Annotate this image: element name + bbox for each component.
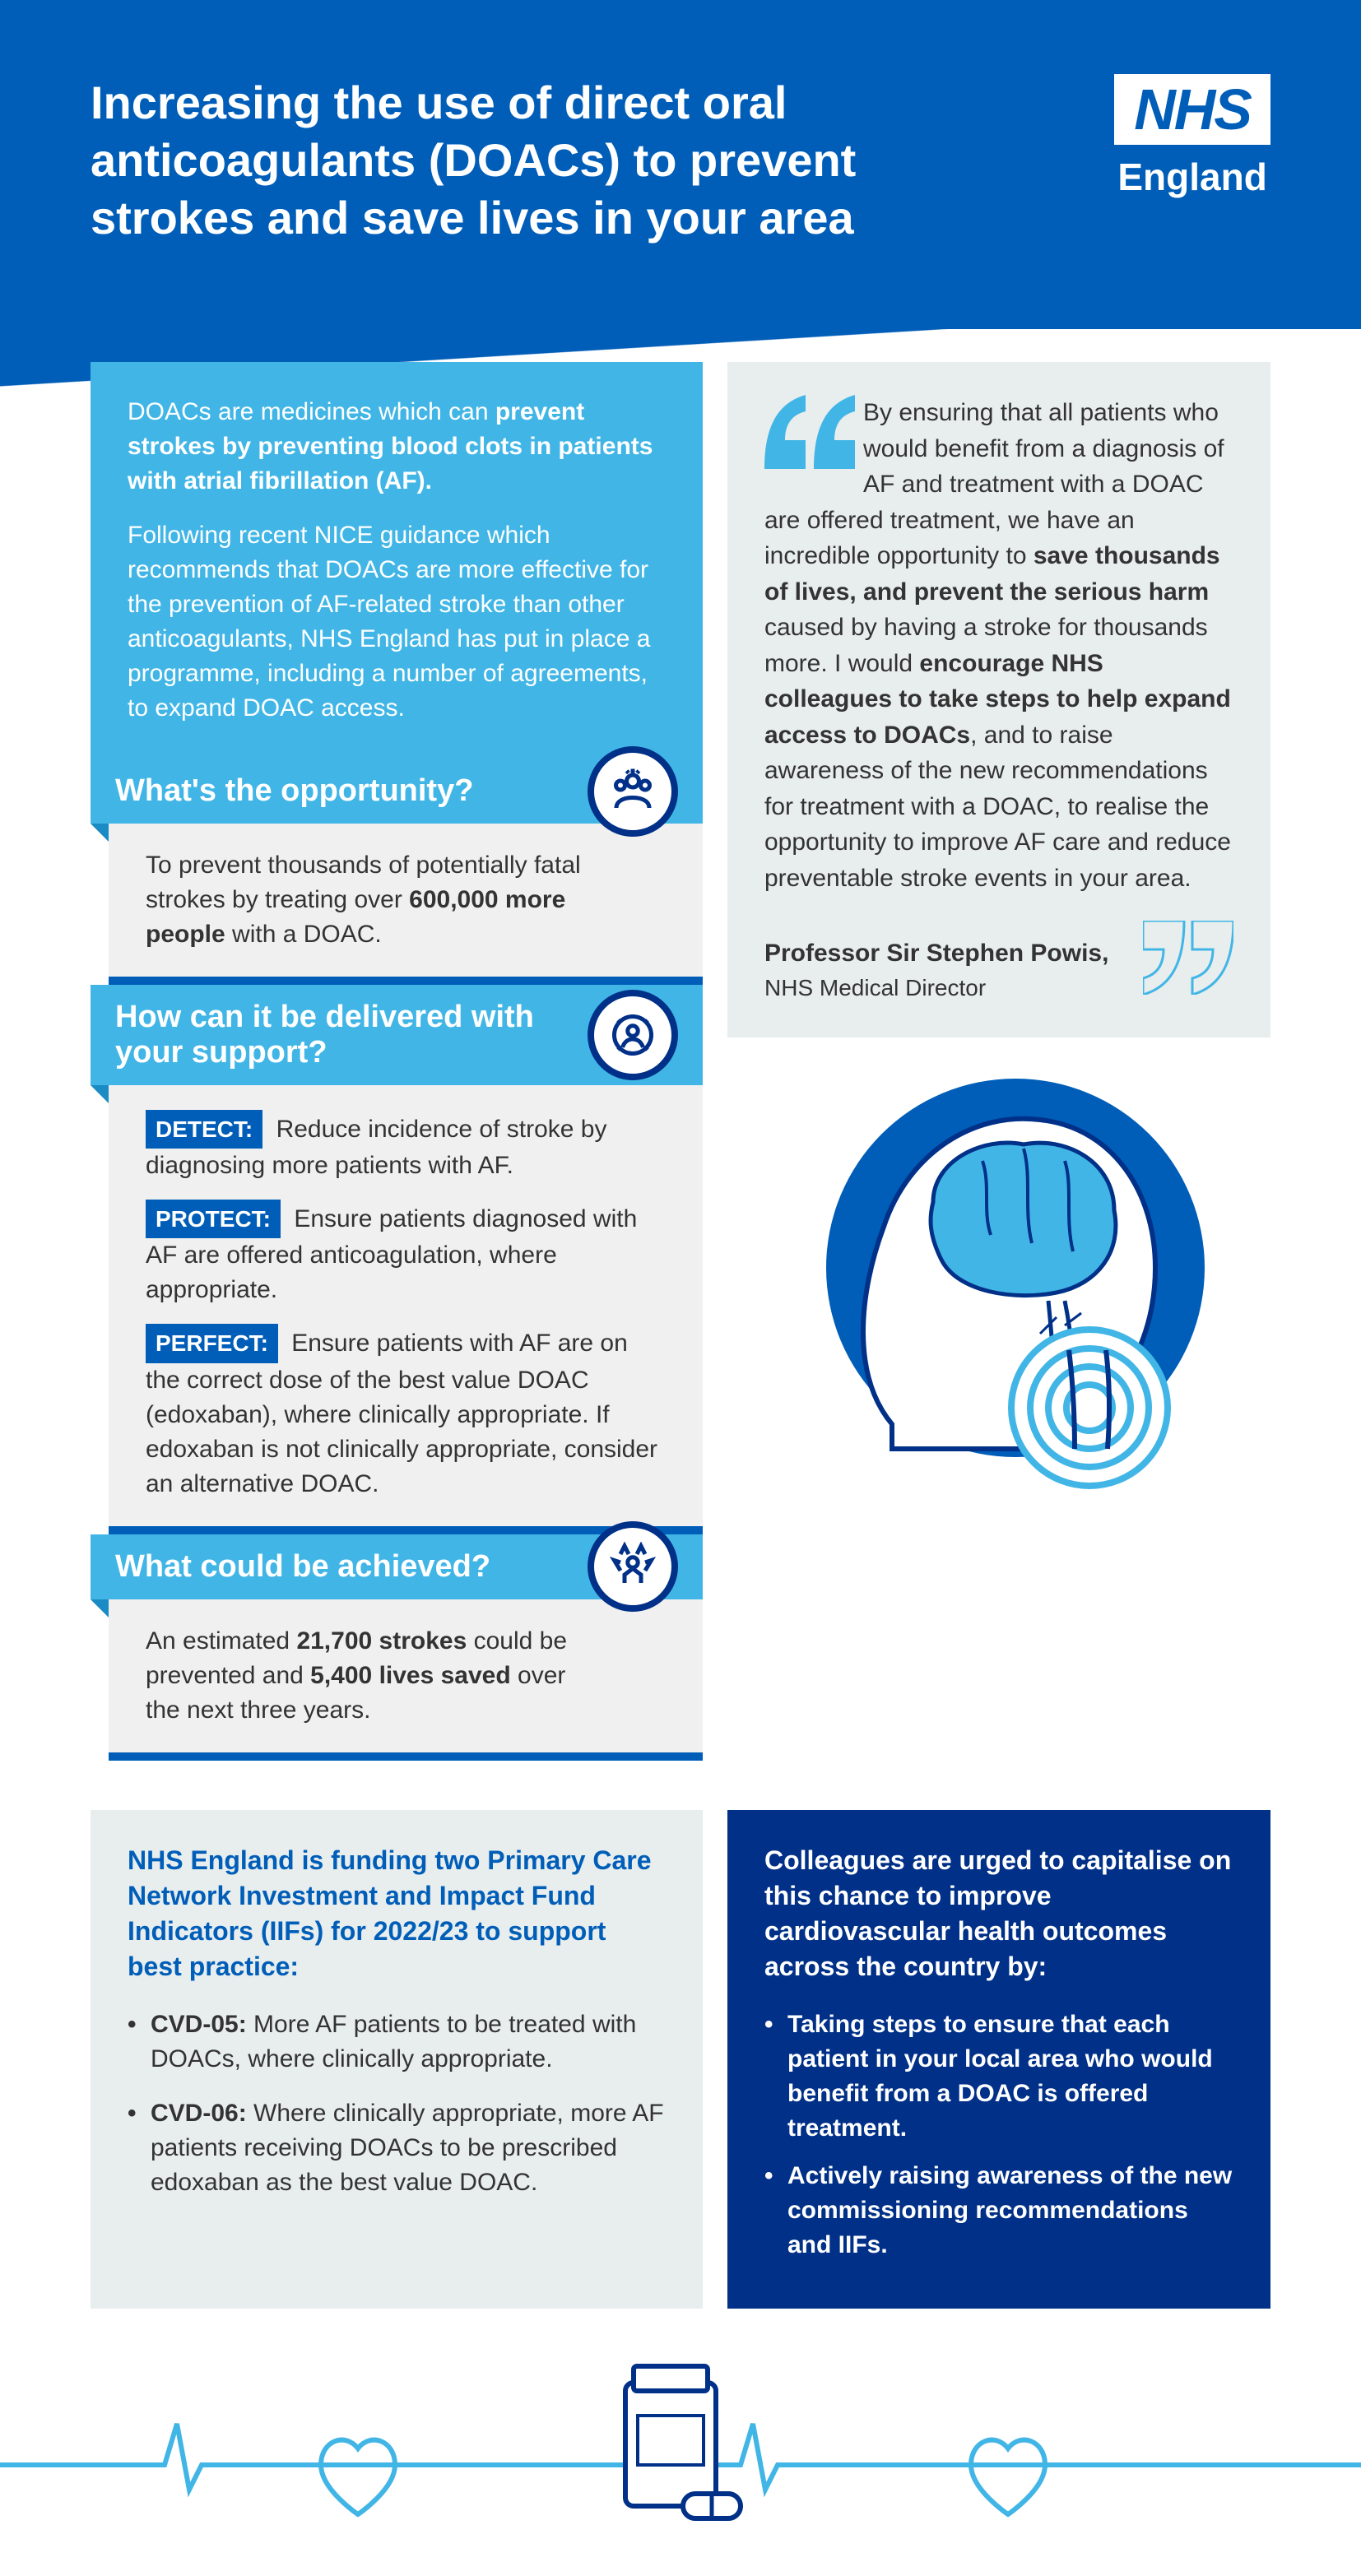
quote-open-icon xyxy=(764,395,855,480)
intro-paragraph-1: DOACs are medicines which can prevent st… xyxy=(128,395,666,499)
notch-decoration xyxy=(91,1085,109,1103)
funding-title: NHS England is funding two Primary Care … xyxy=(128,1843,666,1985)
section-title-opportunity: What's the opportunity? xyxy=(91,759,703,824)
colleagues-box: Colleagues are urged to capitalise on th… xyxy=(727,1810,1270,2309)
right-column: By ensuring that all patients who would … xyxy=(727,362,1270,1761)
deliver-item-protect: PROTECT: Ensure patients diagnosed with … xyxy=(146,1200,666,1307)
section-body-deliver: DETECT: Reduce incidence of stroke by di… xyxy=(109,1085,703,1534)
deliver-item-perfect: PERFECT: Ensure patients with AF are on … xyxy=(146,1324,666,1501)
section-title-deliver: How can it be delivered with your suppor… xyxy=(91,985,703,1085)
left-column: DOACs are medicines which can prevent st… xyxy=(91,362,703,1761)
funding-item-cvd05: CVD-05: More AF patients to be treated w… xyxy=(128,2007,666,2077)
intro-paragraph-2: Following recent NICE guidance which rec… xyxy=(128,518,666,726)
nhs-logo-badge: NHS xyxy=(1114,74,1270,145)
notch-decoration xyxy=(91,824,109,842)
section-title-achieve: What could be achieved? xyxy=(91,1534,703,1599)
pill-bottle-icon xyxy=(625,2366,741,2518)
funding-box: NHS England is funding two Primary Care … xyxy=(91,1810,703,2309)
bottom-section: NHS England is funding two Primary Care … xyxy=(0,1785,1361,2309)
deliver-item-detect: DETECT: Reduce incidence of stroke by di… xyxy=(146,1110,666,1183)
infographic-page: Increasing the use of direct oral antico… xyxy=(0,0,1361,2576)
quote-close-icon xyxy=(1143,921,1233,1005)
notch-decoration xyxy=(91,1599,109,1618)
gear-person-icon xyxy=(588,990,678,1080)
header: Increasing the use of direct oral antico… xyxy=(0,0,1361,329)
quote-box: By ensuring that all patients who would … xyxy=(727,362,1270,1037)
colleagues-item-1: Taking steps to ensure that each patient… xyxy=(764,2007,1233,2146)
funding-list: CVD-05: More AF patients to be treated w… xyxy=(128,2007,666,2200)
section-body-opportunity: To prevent thousands of potentially fata… xyxy=(109,824,703,985)
page-title: Increasing the use of direct oral antico… xyxy=(91,74,955,247)
brain-illustration xyxy=(727,1062,1270,1490)
funding-item-cvd06: CVD-06: Where clinically appropriate, mo… xyxy=(128,2096,666,2200)
person-arrows-up-icon xyxy=(588,1521,678,1612)
colleagues-item-2: Actively raising awareness of the new co… xyxy=(764,2159,1233,2263)
footer-decoration xyxy=(0,2342,1361,2576)
nhs-logo: NHS England xyxy=(1114,74,1270,199)
colleagues-title: Colleagues are urged to capitalise on th… xyxy=(764,1843,1233,1985)
colleagues-list: Taking steps to ensure that each patient… xyxy=(764,2007,1233,2263)
people-icon xyxy=(588,746,678,837)
main-content: DOACs are medicines which can prevent st… xyxy=(0,362,1361,1761)
section-body-achieve: An estimated 21,700 strokes could be pre… xyxy=(109,1599,703,1761)
nhs-logo-subtext: England xyxy=(1117,155,1266,199)
quote-attribution: Professor Sir Stephen Powis, NHS Medical… xyxy=(764,916,1108,1005)
intro-box: DOACs are medicines which can prevent st… xyxy=(91,362,703,759)
